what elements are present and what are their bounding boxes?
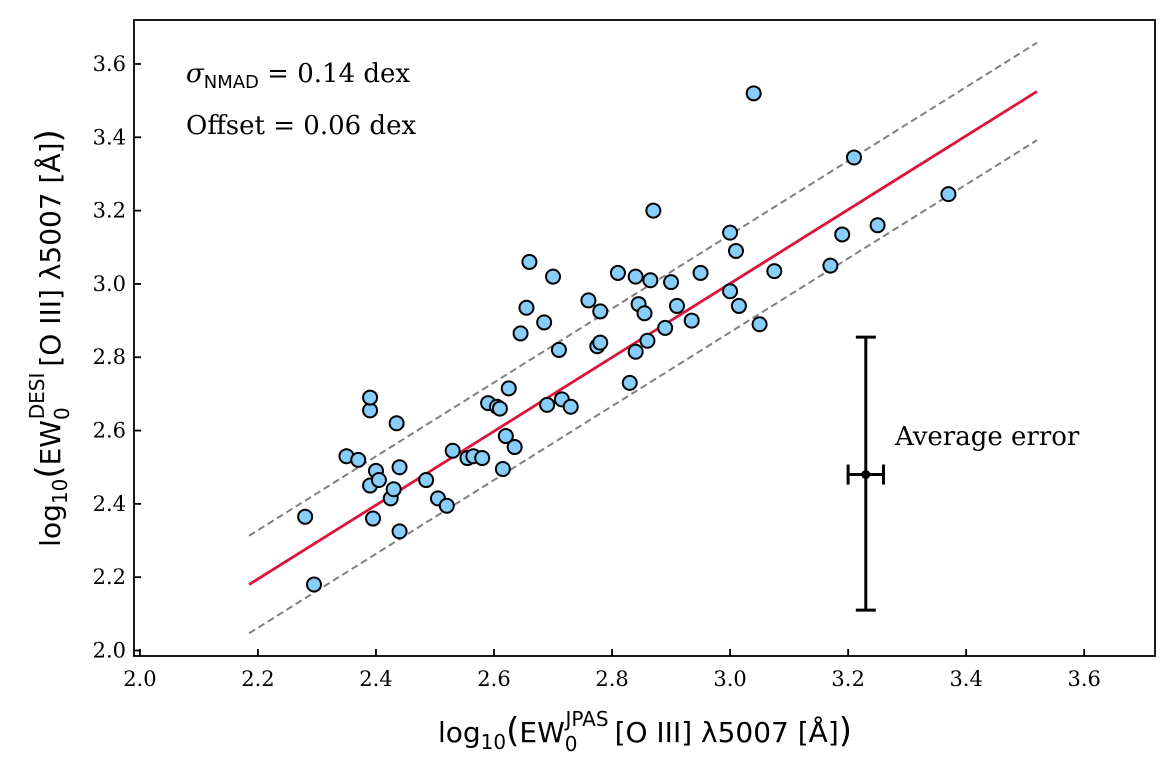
data-point bbox=[562, 398, 579, 415]
data-point bbox=[491, 400, 508, 417]
scatter-band-lines bbox=[248, 41, 1038, 635]
data-point bbox=[306, 576, 323, 593]
data-point bbox=[391, 459, 408, 476]
data-point bbox=[642, 272, 659, 289]
x-tick-label: 2.2 bbox=[241, 667, 274, 691]
data-point bbox=[521, 253, 538, 270]
x-tick-label: 2.8 bbox=[595, 667, 628, 691]
error-bar-center-point bbox=[861, 470, 871, 480]
data-point bbox=[592, 334, 609, 351]
data-point bbox=[636, 305, 653, 322]
y-tick-label: 2.6 bbox=[93, 419, 126, 443]
data-point bbox=[370, 472, 387, 489]
data-point bbox=[418, 472, 435, 489]
data-point bbox=[297, 508, 314, 525]
x-tick-label: 2.4 bbox=[359, 667, 392, 691]
data-point bbox=[506, 439, 523, 456]
data-point bbox=[657, 319, 674, 336]
y-axis-label: log10(EW0DESI[O III] λ5007 [Å]) bbox=[25, 129, 74, 547]
average-error-label: Average error bbox=[894, 422, 1080, 452]
x-tick-label: 3.0 bbox=[713, 667, 746, 691]
sigma-nmad-annotation: σNMAD = 0.14 dex bbox=[186, 59, 410, 93]
data-point bbox=[444, 442, 461, 459]
data-point bbox=[627, 268, 644, 285]
x-tick-label: 2.6 bbox=[477, 667, 510, 691]
data-point bbox=[474, 450, 491, 467]
data-point bbox=[663, 274, 680, 291]
x-tick-label: 3.6 bbox=[1067, 667, 1100, 691]
data-point bbox=[438, 497, 455, 514]
data-point bbox=[388, 415, 405, 432]
data-point bbox=[365, 510, 382, 527]
data-point bbox=[621, 374, 638, 391]
data-point bbox=[500, 380, 517, 397]
data-point bbox=[592, 303, 609, 320]
data-point bbox=[751, 316, 768, 333]
data-point bbox=[385, 481, 402, 498]
data-point bbox=[494, 461, 511, 478]
data-point bbox=[536, 314, 553, 331]
sigma-value: = 0.14 dex bbox=[259, 59, 411, 89]
lower-scatter-band-line bbox=[248, 139, 1038, 635]
data-points bbox=[297, 85, 957, 593]
y-tick-label: 3.0 bbox=[93, 272, 126, 296]
data-point bbox=[668, 297, 685, 314]
data-point bbox=[846, 149, 863, 166]
axis-ticks: 2.0 2.2 2.4 2.6 2.8 3.0 3.2 3.4 3.6 2.0 2.2 2.4 2.6 2… bbox=[93, 52, 1101, 691]
data-point bbox=[730, 297, 747, 314]
data-point bbox=[639, 332, 656, 349]
data-point bbox=[627, 343, 644, 360]
data-point bbox=[940, 186, 957, 203]
y-tick-label: 2.0 bbox=[93, 639, 126, 663]
data-point bbox=[727, 242, 744, 259]
data-point bbox=[391, 523, 408, 540]
x-tick-label: 2.0 bbox=[123, 667, 156, 691]
y-tick-label: 3.2 bbox=[93, 199, 126, 223]
x-tick-label: 3.4 bbox=[949, 667, 982, 691]
data-point bbox=[683, 312, 700, 329]
data-point bbox=[550, 341, 567, 358]
data-point bbox=[722, 283, 739, 300]
y-tick-label: 2.2 bbox=[93, 565, 126, 589]
offset-annotation: Offset = 0.06 dex bbox=[186, 111, 416, 141]
upper-scatter-band-line bbox=[248, 41, 1038, 537]
data-point bbox=[766, 263, 783, 280]
data-point bbox=[539, 396, 556, 413]
data-point bbox=[580, 292, 597, 309]
data-point bbox=[512, 325, 529, 342]
data-point bbox=[645, 202, 662, 219]
data-point bbox=[834, 226, 851, 243]
data-point bbox=[745, 85, 762, 102]
data-point bbox=[869, 217, 886, 234]
plot-frame bbox=[133, 19, 1156, 657]
y-tick-label: 2.4 bbox=[93, 492, 126, 516]
sigma-symbol: σ bbox=[186, 59, 205, 89]
x-tick-label: 3.2 bbox=[831, 667, 864, 691]
y-tick-label: 2.8 bbox=[93, 345, 126, 369]
sigma-subscript: NMAD bbox=[204, 72, 259, 93]
data-point bbox=[350, 451, 367, 468]
data-point bbox=[518, 299, 535, 316]
data-point bbox=[609, 264, 626, 281]
x-axis-label: log10(EW0JPAS [O III] λ5007 [Å]) bbox=[438, 707, 852, 756]
y-tick-label: 3.6 bbox=[93, 52, 126, 76]
data-point bbox=[692, 264, 709, 281]
data-point bbox=[545, 268, 562, 285]
data-point bbox=[722, 224, 739, 241]
data-point bbox=[822, 257, 839, 274]
average-error-bar bbox=[846, 335, 886, 612]
y-tick-label: 3.4 bbox=[93, 125, 126, 149]
data-point bbox=[497, 428, 514, 445]
data-point bbox=[362, 389, 379, 406]
